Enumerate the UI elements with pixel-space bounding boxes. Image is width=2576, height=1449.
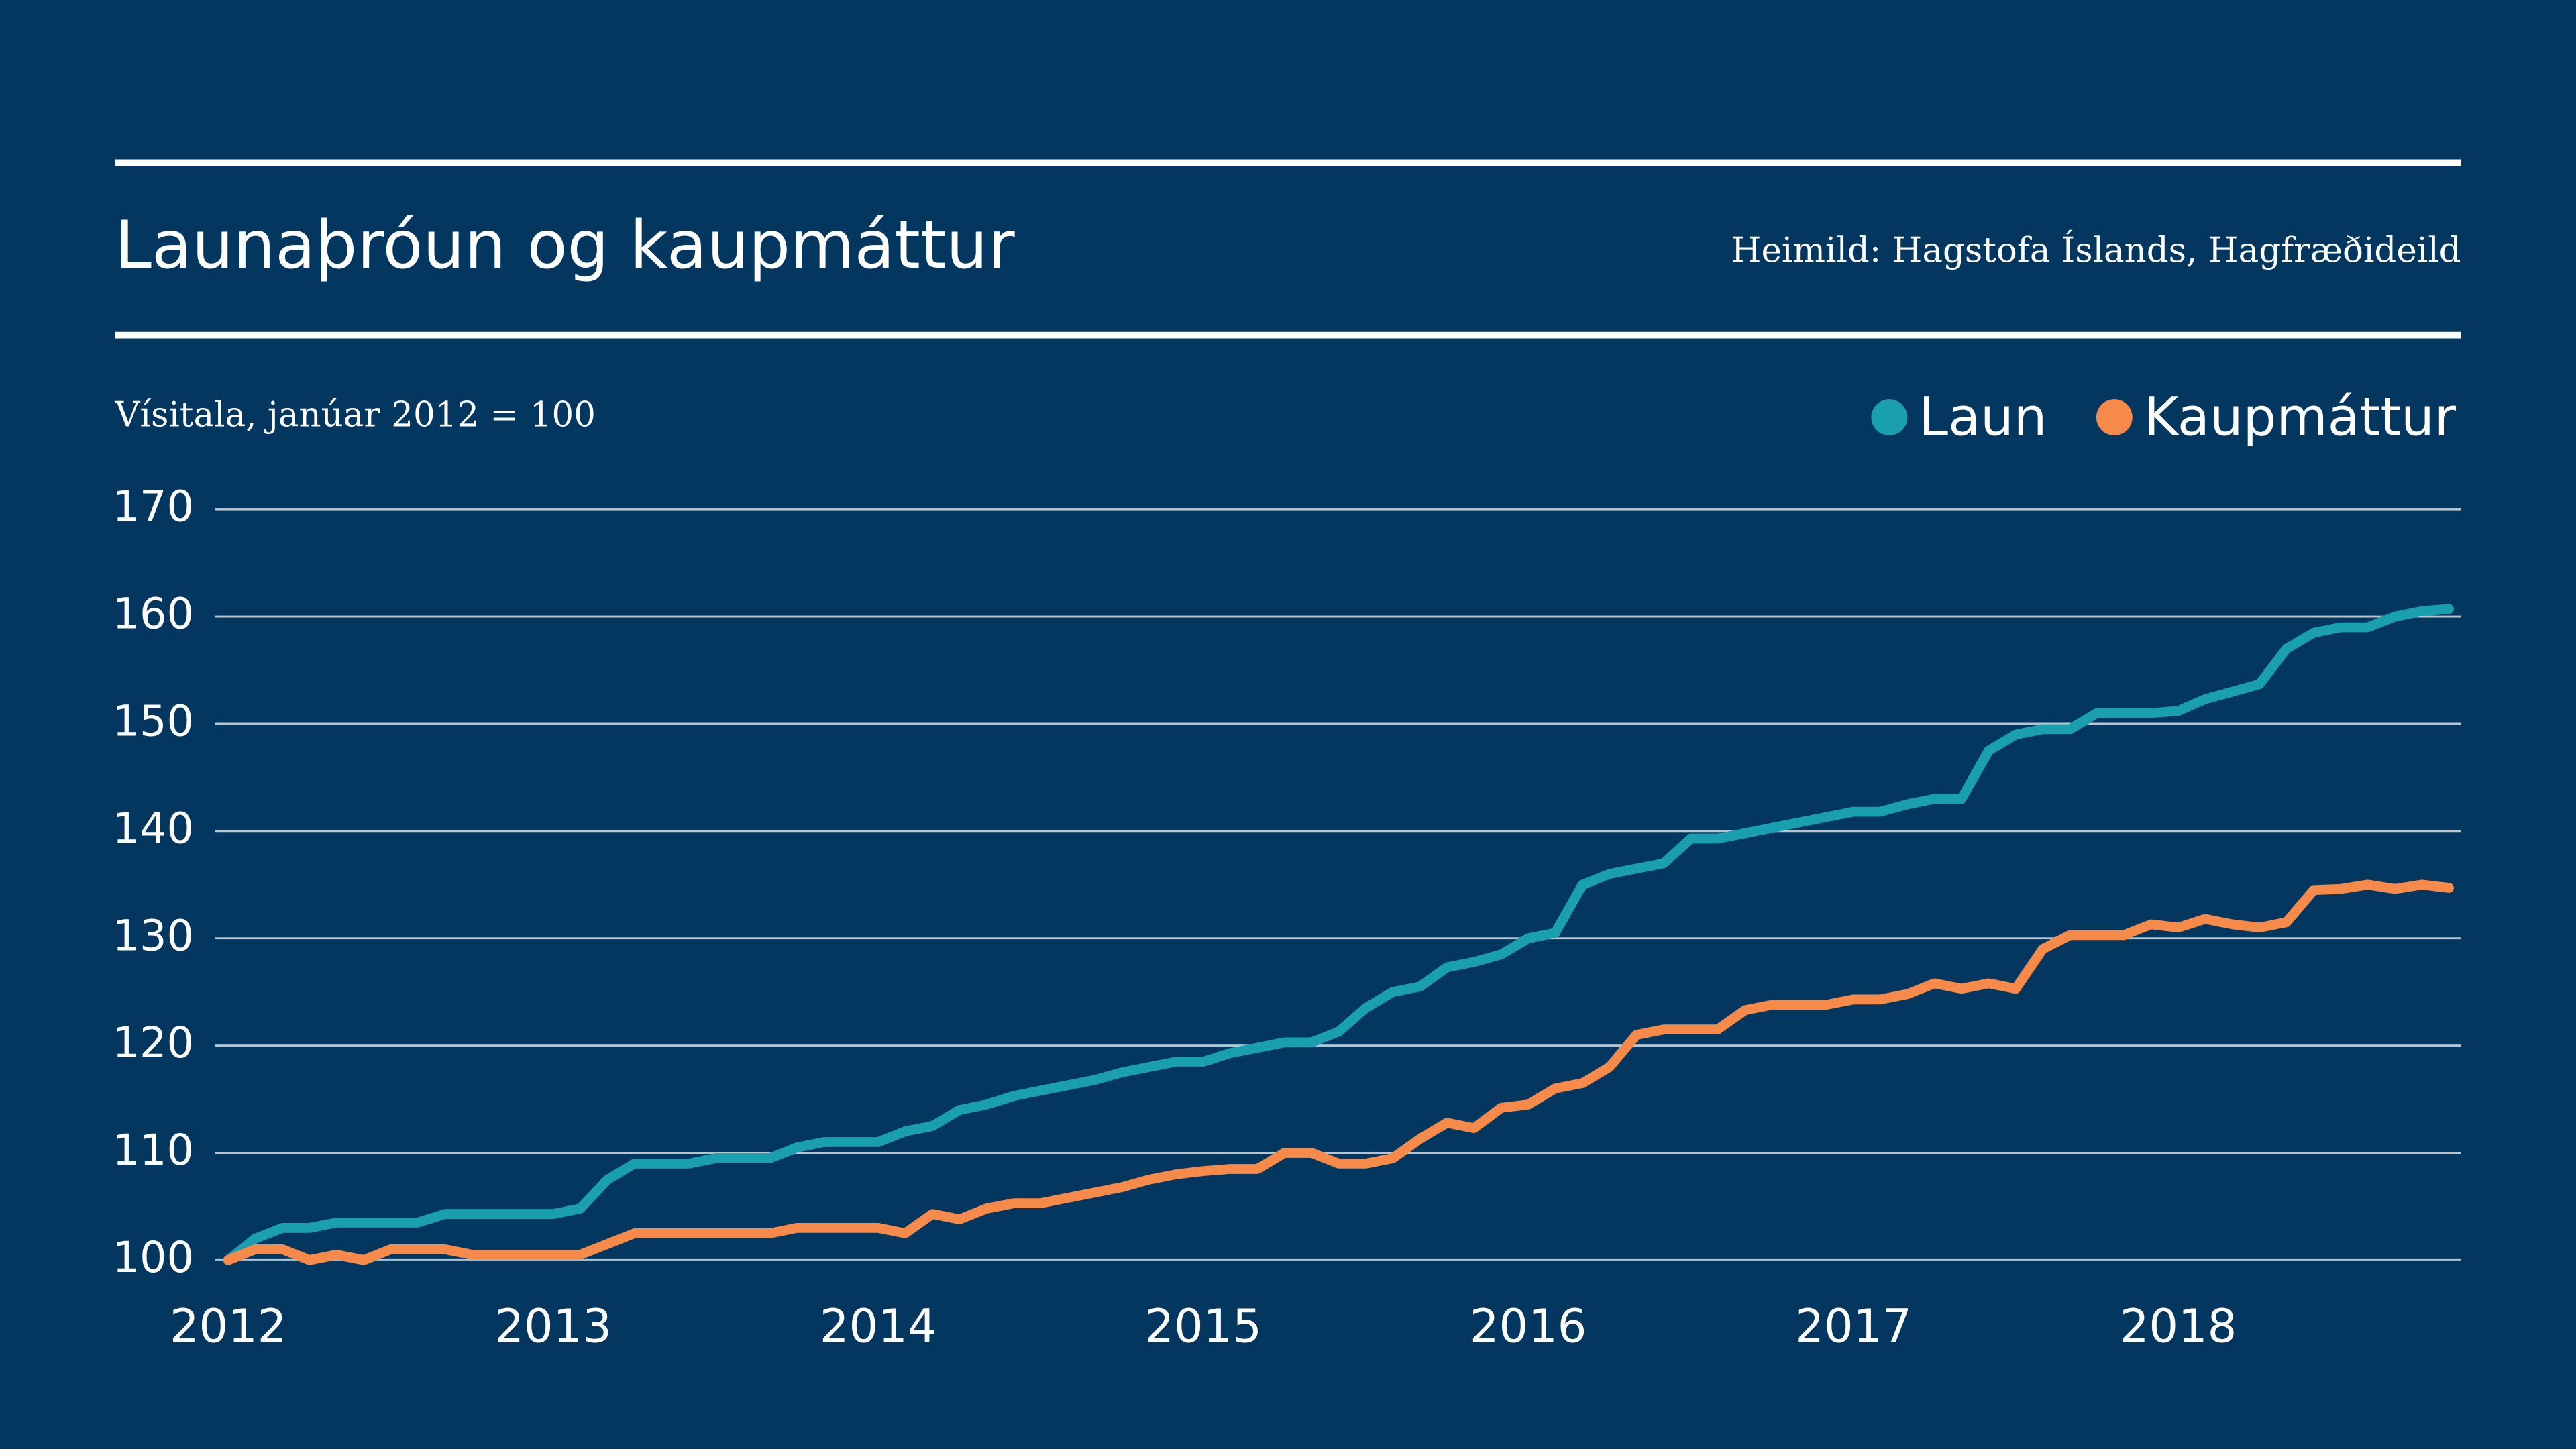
y-tick-label: 150 <box>112 697 194 747</box>
legend-swatch <box>2096 399 2133 435</box>
x-tick-label: 2016 <box>1470 1299 1587 1353</box>
y-axis-label: Vísitala, janúar 2012 = 100 <box>114 395 596 435</box>
x-tick-label: 2017 <box>1794 1299 1912 1353</box>
x-tick-label: 2012 <box>170 1299 287 1353</box>
y-tick-label: 100 <box>112 1233 194 1283</box>
legend-label: Kaupmáttur <box>2144 386 2457 447</box>
y-tick-label: 110 <box>112 1126 194 1175</box>
y-tick-label: 140 <box>112 804 194 853</box>
line <box>223 879 2454 1265</box>
y-tick-label: 160 <box>112 590 194 639</box>
x-tick-label: 2015 <box>1144 1299 1262 1353</box>
y-tick-label: 130 <box>112 911 194 961</box>
x-tick-label: 2018 <box>2120 1299 2237 1353</box>
x-tick-label: 2013 <box>494 1299 612 1353</box>
legend-swatch <box>1871 399 1908 435</box>
chart-title: Launaþróun og kaupmáttur <box>115 207 1015 284</box>
source: Heimild: Hagstofa Íslands, Hagfræðideild <box>1731 229 2461 271</box>
y-tick-label: 170 <box>112 482 194 532</box>
line <box>223 604 2454 1265</box>
x-tick-label: 2014 <box>820 1299 937 1353</box>
legend-label: Laun <box>1919 386 2047 447</box>
y-tick-label: 120 <box>112 1018 194 1068</box>
